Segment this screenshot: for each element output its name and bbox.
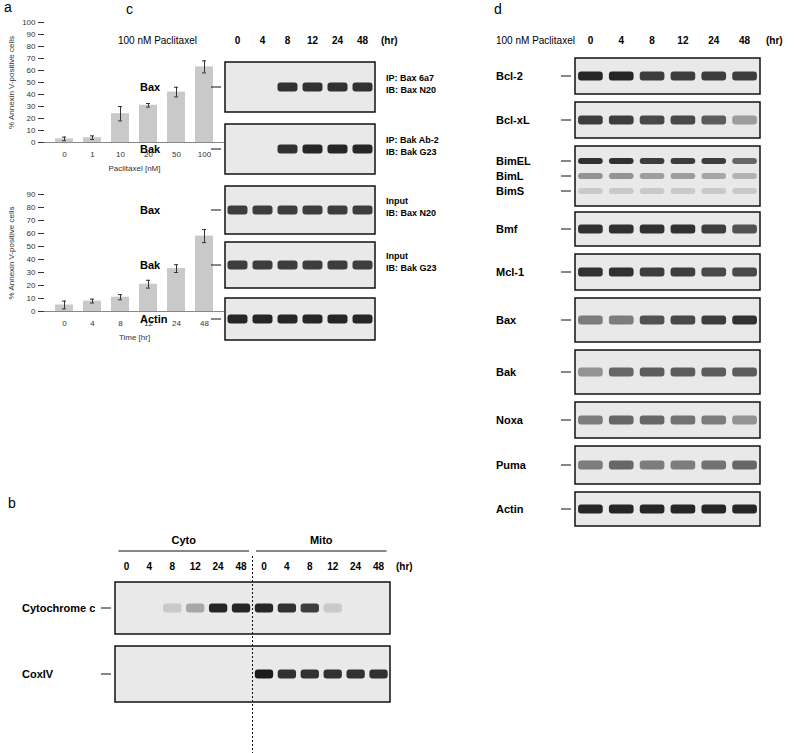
svg-text:Mcl-1: Mcl-1	[496, 266, 524, 278]
svg-text:IB: Bax N20: IB: Bax N20	[386, 208, 436, 218]
svg-text:90: 90	[27, 30, 36, 39]
svg-text:24: 24	[332, 35, 344, 46]
svg-text:4: 4	[147, 561, 153, 572]
svg-text:80: 80	[27, 203, 36, 212]
svg-text:Input: Input	[386, 196, 408, 206]
svg-text:(hr): (hr)	[766, 35, 783, 46]
svg-text:IP: Bak Ab-2: IP: Bak Ab-2	[386, 135, 439, 145]
svg-text:4: 4	[618, 35, 624, 46]
svg-text:12: 12	[307, 35, 319, 46]
svg-text:4: 4	[260, 35, 266, 46]
svg-text:30: 30	[27, 268, 36, 277]
svg-text:70: 70	[27, 216, 36, 225]
svg-text:24: 24	[213, 561, 225, 572]
svg-text:IB: Bak G23: IB: Bak G23	[386, 147, 437, 157]
svg-text:20: 20	[27, 281, 36, 290]
svg-text:4: 4	[90, 319, 95, 328]
svg-text:Bmf: Bmf	[496, 223, 518, 235]
svg-text:IB: Bak G23: IB: Bak G23	[386, 263, 437, 273]
svg-text:Bak: Bak	[140, 259, 161, 271]
svg-text:Bax: Bax	[140, 81, 161, 93]
svg-text:50: 50	[27, 78, 36, 87]
svg-text:48: 48	[739, 35, 751, 46]
svg-text:30: 30	[27, 102, 36, 111]
svg-text:8: 8	[649, 35, 655, 46]
svg-text:IB: Bax N20: IB: Bax N20	[386, 85, 436, 95]
svg-text:12: 12	[327, 561, 339, 572]
svg-text:CoxIV: CoxIV	[22, 668, 54, 680]
svg-text:Actin: Actin	[496, 503, 524, 515]
svg-text:Mito: Mito	[310, 534, 333, 546]
svg-text:8: 8	[118, 319, 123, 328]
svg-text:d: d	[494, 1, 502, 17]
svg-text:0: 0	[31, 138, 36, 147]
svg-text:80: 80	[27, 42, 36, 51]
svg-text:12: 12	[144, 319, 153, 328]
svg-text:Actin: Actin	[140, 313, 168, 325]
svg-text:50: 50	[172, 150, 181, 159]
svg-text:10: 10	[116, 150, 125, 159]
svg-text:Paclitaxel [nM]: Paclitaxel [nM]	[108, 164, 160, 173]
svg-text:12: 12	[190, 561, 202, 572]
svg-text:10: 10	[27, 126, 36, 135]
svg-text:4: 4	[284, 561, 290, 572]
svg-text:10: 10	[27, 294, 36, 303]
svg-text:40: 40	[27, 255, 36, 264]
svg-text:24: 24	[172, 319, 181, 328]
svg-text:40: 40	[27, 90, 36, 99]
svg-text:100 nM Paclitaxel: 100 nM Paclitaxel	[118, 35, 197, 46]
svg-text:Bcl-xL: Bcl-xL	[496, 114, 530, 126]
svg-text:Bax: Bax	[496, 314, 517, 326]
svg-text:48: 48	[357, 35, 369, 46]
svg-text:20: 20	[27, 114, 36, 123]
svg-text:0: 0	[588, 35, 594, 46]
svg-text:1: 1	[90, 150, 95, 159]
svg-text:c: c	[126, 1, 133, 17]
svg-text:IP: Bax 6a7: IP: Bax 6a7	[386, 73, 434, 83]
svg-text:Input: Input	[386, 251, 408, 261]
svg-text:12: 12	[677, 35, 689, 46]
svg-text:0: 0	[62, 150, 67, 159]
svg-text:Cytochrome c: Cytochrome c	[22, 602, 95, 614]
svg-text:100 nM Paclitaxel: 100 nM Paclitaxel	[496, 35, 575, 46]
svg-text:70: 70	[27, 54, 36, 63]
svg-text:(hr): (hr)	[396, 561, 413, 572]
svg-text:0: 0	[235, 35, 241, 46]
svg-text:8: 8	[170, 561, 176, 572]
svg-text:0: 0	[261, 561, 267, 572]
svg-text:BimS: BimS	[496, 185, 524, 197]
svg-text:% Annexin V-positive cells: % Annexin V-positive cells	[7, 36, 16, 129]
svg-text:0: 0	[124, 561, 130, 572]
svg-text:Cyto: Cyto	[172, 534, 197, 546]
svg-text:Puma: Puma	[496, 459, 527, 471]
svg-text:20: 20	[144, 150, 153, 159]
svg-text:100: 100	[198, 150, 212, 159]
svg-text:% Annexin V-positive cells: % Annexin V-positive cells	[7, 207, 16, 300]
svg-text:60: 60	[27, 66, 36, 75]
svg-text:90: 90	[27, 190, 36, 199]
svg-text:Bak: Bak	[140, 143, 161, 155]
svg-text:Bcl-2: Bcl-2	[496, 70, 523, 82]
svg-text:24: 24	[708, 35, 720, 46]
svg-text:b: b	[8, 495, 16, 511]
svg-text:100: 100	[22, 18, 36, 27]
svg-text:BimEL: BimEL	[496, 155, 531, 167]
svg-text:50: 50	[27, 242, 36, 251]
svg-text:BimL: BimL	[496, 170, 524, 182]
svg-text:60: 60	[27, 229, 36, 238]
svg-text:48: 48	[235, 561, 247, 572]
svg-text:8: 8	[285, 35, 291, 46]
svg-text:(hr): (hr)	[381, 35, 398, 46]
svg-text:Noxa: Noxa	[496, 414, 524, 426]
svg-text:8: 8	[307, 561, 313, 572]
svg-text:Bax: Bax	[140, 204, 161, 216]
svg-text:24: 24	[350, 561, 362, 572]
svg-text:a: a	[4, 0, 12, 15]
svg-text:Bak: Bak	[496, 366, 517, 378]
svg-text:48: 48	[200, 319, 209, 328]
svg-text:0: 0	[62, 319, 67, 328]
svg-text:0: 0	[31, 307, 36, 316]
svg-text:48: 48	[373, 561, 385, 572]
svg-text:Time [hr]: Time [hr]	[119, 333, 150, 342]
